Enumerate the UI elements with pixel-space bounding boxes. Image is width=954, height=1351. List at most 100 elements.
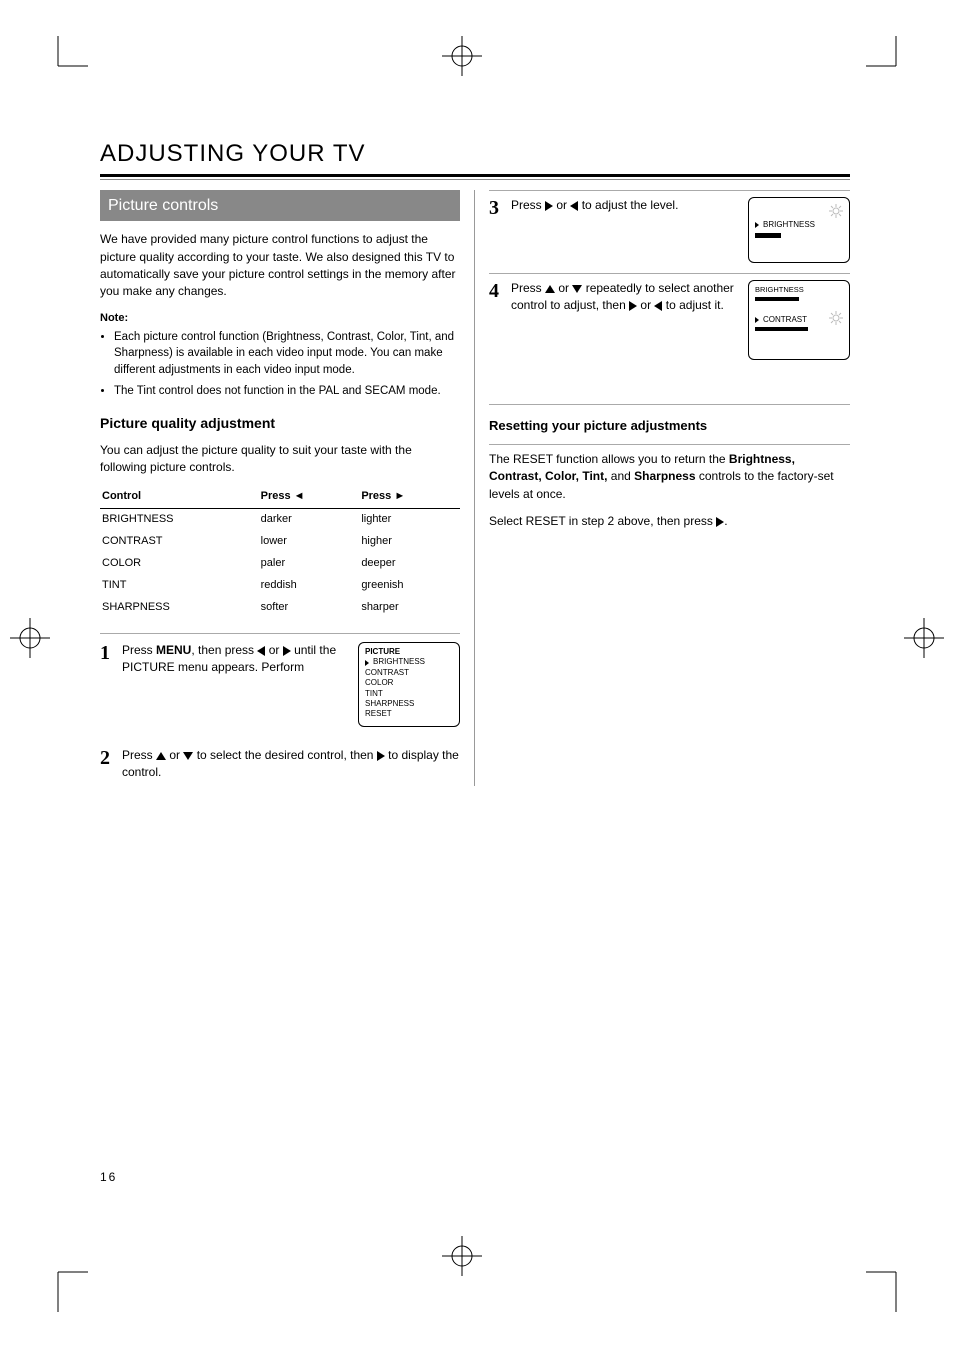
left-column: Picture controls We have provided many p…	[100, 190, 475, 786]
osd-bar	[755, 327, 808, 331]
up-arrow-icon	[545, 285, 555, 293]
t: Sharpness	[634, 469, 695, 483]
table-cell: higher	[359, 531, 460, 553]
t: or	[553, 198, 570, 212]
t: , then press	[191, 643, 257, 657]
step-divider	[100, 633, 460, 634]
intro-notes: Each picture control function (Brightnes…	[100, 329, 460, 400]
sun-icon	[829, 204, 843, 218]
step-divider	[489, 273, 850, 274]
t: or	[637, 298, 654, 312]
t: to adjust it.	[662, 298, 723, 312]
right-column: 3 BRIGHTNESS Press or to adjust	[475, 190, 850, 786]
table-cell: sharper	[359, 597, 460, 619]
table-cell: deeper	[359, 553, 460, 575]
down-arrow-icon	[572, 285, 582, 293]
table-cell: paler	[259, 553, 360, 575]
t: or	[166, 748, 183, 762]
reset-step: Select RESET in step 2 above, then press…	[489, 513, 850, 530]
t: to adjust the level.	[578, 198, 678, 212]
step-number: 2	[100, 747, 122, 782]
t: Press	[511, 281, 545, 295]
osd-bar	[755, 233, 781, 238]
page-number: 16	[100, 1170, 117, 1184]
controls-table: Control Press ◄ Press ► BRIGHTNESSdarker…	[100, 486, 460, 619]
t: Press	[122, 643, 156, 657]
reset-body: The RESET function allows you to return …	[489, 451, 850, 503]
right-arrow-icon	[377, 751, 385, 761]
step-text: Press or to select the desired control, …	[122, 747, 460, 782]
table-cell: reddish	[259, 575, 360, 597]
divider	[489, 444, 850, 445]
page-content: ADJUSTING YOUR TV Picture controls We ha…	[100, 140, 850, 786]
t: Select RESET in step 2 above, then press	[489, 514, 716, 528]
sun-icon	[829, 311, 843, 325]
osd-title: PICTURE	[365, 647, 453, 657]
step-text: BRIGHTNESS Press or to adjust the level.	[511, 197, 850, 267]
osd-item: TINT	[365, 689, 453, 699]
table-cell: BRIGHTNESS	[100, 509, 259, 531]
t: to select the desired control, then	[193, 748, 376, 762]
t: Press	[122, 748, 156, 762]
right-arrow-icon	[629, 301, 637, 311]
intro-paragraph: We have provided many picture control fu…	[100, 231, 460, 301]
step-text: PICTURE BRIGHTNESS CONTRAST COLOR TINT S…	[122, 642, 460, 731]
table-row: SHARPNESSsoftersharper	[100, 597, 460, 619]
divider	[489, 404, 850, 405]
table-cell: greenish	[359, 575, 460, 597]
cursor-icon	[755, 222, 759, 228]
up-arrow-icon	[156, 752, 166, 760]
t: Press	[511, 198, 545, 212]
right-arrow-icon	[283, 646, 291, 656]
osd-picture-menu: PICTURE BRIGHTNESS CONTRAST COLOR TINT S…	[358, 642, 460, 727]
down-arrow-icon	[183, 752, 193, 760]
t: and	[607, 469, 634, 483]
osd-item: COLOR	[365, 678, 453, 688]
cursor-icon	[365, 660, 369, 666]
table-cell: TINT	[100, 575, 259, 597]
step-4: 4 BRIGHTNESS CONTRAST	[489, 280, 850, 364]
step-2: 2 Press or to select the desired control…	[100, 747, 460, 782]
chapter-title: ADJUSTING YOUR TV	[100, 140, 850, 170]
t: or	[265, 643, 282, 657]
step-divider	[489, 190, 850, 191]
step-1: 1 PICTURE BRIGHTNESS CONTRAST COLOR TINT…	[100, 642, 460, 731]
osd-item: CONTRAST	[365, 668, 453, 678]
step-3: 3 BRIGHTNESS Press or to adjust	[489, 197, 850, 267]
t: .	[724, 514, 727, 528]
note-item: Each picture control function (Brightnes…	[114, 329, 460, 379]
step-text: BRIGHTNESS CONTRAST Press or repeatedl	[511, 280, 850, 364]
table-cell: darker	[259, 509, 360, 531]
t: The RESET function allows you to return …	[489, 452, 729, 466]
step-number: 4	[489, 280, 511, 364]
table-row: BRIGHTNESSdarkerlighter	[100, 509, 460, 531]
table-cell: lighter	[359, 509, 460, 531]
right-arrow-icon	[545, 201, 553, 211]
osd-brightness-contrast: BRIGHTNESS CONTRAST	[748, 280, 850, 360]
reset-heading: Resetting your picture adjustments	[489, 417, 850, 436]
osd-brightness: BRIGHTNESS	[748, 197, 850, 263]
table-header: Press ◄	[259, 486, 360, 508]
table-row: TINTreddishgreenish	[100, 575, 460, 597]
controls-intro: You can adjust the picture quality to su…	[100, 442, 460, 477]
table-header: Press ►	[359, 486, 460, 508]
note-label: Note:	[100, 311, 460, 327]
table-header: Control	[100, 486, 259, 508]
osd-row: CONTRAST	[763, 315, 807, 325]
table-row: COLORpalerdeeper	[100, 553, 460, 575]
table-row: CONTRASTlowerhigher	[100, 531, 460, 553]
table-cell: lower	[259, 531, 360, 553]
note-item: The Tint control does not function in th…	[114, 383, 460, 400]
menu-button-label: MENU	[156, 643, 191, 657]
table-cell: SHARPNESS	[100, 597, 259, 619]
rule-thin	[100, 179, 850, 180]
t: or	[555, 281, 572, 295]
osd-item: SHARPNESS	[365, 699, 453, 709]
osd-item: RESET	[365, 709, 453, 719]
step-number: 3	[489, 197, 511, 267]
osd-row: BRIGHTNESS	[763, 220, 815, 230]
step-number: 1	[100, 642, 122, 731]
osd-item: BRIGHTNESS	[373, 657, 425, 667]
cursor-icon	[755, 317, 759, 323]
table-cell: CONTRAST	[100, 531, 259, 553]
